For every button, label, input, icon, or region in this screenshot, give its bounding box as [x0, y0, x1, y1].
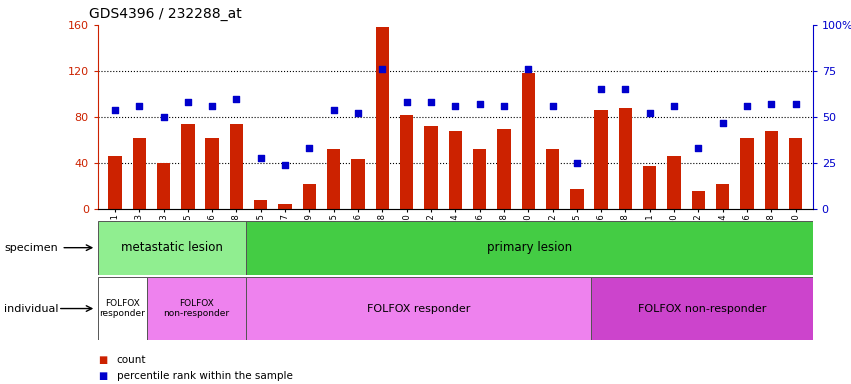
Bar	[473, 149, 486, 209]
Bar	[789, 138, 802, 209]
Text: individual: individual	[4, 303, 59, 314]
Bar	[692, 191, 705, 209]
Bar	[230, 124, 243, 209]
Bar	[740, 138, 754, 209]
Point	[351, 110, 365, 116]
Bar	[497, 129, 511, 209]
Point	[667, 103, 681, 109]
Bar	[545, 149, 559, 209]
Bar	[98, 277, 147, 340]
Bar	[619, 108, 632, 209]
Bar	[643, 166, 656, 209]
Point	[133, 103, 146, 109]
Bar	[351, 159, 365, 209]
Bar	[716, 184, 729, 209]
Point	[254, 155, 267, 161]
Point	[181, 99, 195, 106]
Point	[643, 110, 657, 116]
Point	[448, 103, 462, 109]
Bar	[570, 189, 584, 209]
Point	[278, 162, 292, 168]
Text: FOLFOX
responder: FOLFOX responder	[100, 299, 146, 318]
Point	[327, 107, 340, 113]
Bar	[157, 163, 170, 209]
Bar	[108, 156, 122, 209]
Text: percentile rank within the sample: percentile rank within the sample	[117, 371, 293, 381]
Text: FOLFOX responder: FOLFOX responder	[367, 303, 470, 314]
Text: FOLFOX
non-responder: FOLFOX non-responder	[163, 299, 230, 318]
Text: metastatic lesion: metastatic lesion	[121, 241, 223, 254]
Point	[424, 99, 437, 106]
Point	[716, 119, 729, 126]
Bar	[246, 221, 813, 275]
Bar	[205, 138, 219, 209]
Point	[497, 103, 511, 109]
Bar	[375, 27, 389, 209]
Text: FOLFOX non-responder: FOLFOX non-responder	[637, 303, 766, 314]
Bar	[765, 131, 778, 209]
Bar	[522, 73, 535, 209]
Bar	[133, 138, 146, 209]
Point	[545, 103, 559, 109]
Text: GDS4396 / 232288_at: GDS4396 / 232288_at	[89, 7, 242, 21]
Point	[303, 146, 317, 152]
Text: ■: ■	[98, 355, 107, 365]
Bar	[181, 124, 195, 209]
Bar	[98, 221, 246, 275]
Bar	[327, 149, 340, 209]
Bar	[667, 156, 681, 209]
Text: count: count	[117, 355, 146, 365]
Point	[230, 96, 243, 102]
Point	[108, 107, 122, 113]
Text: specimen: specimen	[4, 243, 58, 253]
Point	[157, 114, 170, 120]
Bar	[595, 110, 608, 209]
Point	[619, 86, 632, 93]
Bar	[591, 277, 813, 340]
Text: ■: ■	[98, 371, 107, 381]
Bar	[147, 277, 246, 340]
Bar	[448, 131, 462, 209]
Point	[740, 103, 754, 109]
Point	[764, 101, 778, 107]
Point	[570, 160, 584, 166]
Bar	[303, 184, 316, 209]
Point	[400, 99, 414, 106]
Point	[789, 101, 802, 107]
Point	[692, 146, 705, 152]
Bar	[425, 126, 437, 209]
Bar	[400, 115, 414, 209]
Point	[375, 66, 389, 72]
Bar	[278, 204, 292, 209]
Point	[522, 66, 535, 72]
Text: primary lesion: primary lesion	[487, 241, 572, 254]
Bar	[246, 277, 591, 340]
Point	[594, 86, 608, 93]
Bar	[254, 200, 267, 209]
Point	[473, 101, 487, 107]
Point	[205, 103, 219, 109]
